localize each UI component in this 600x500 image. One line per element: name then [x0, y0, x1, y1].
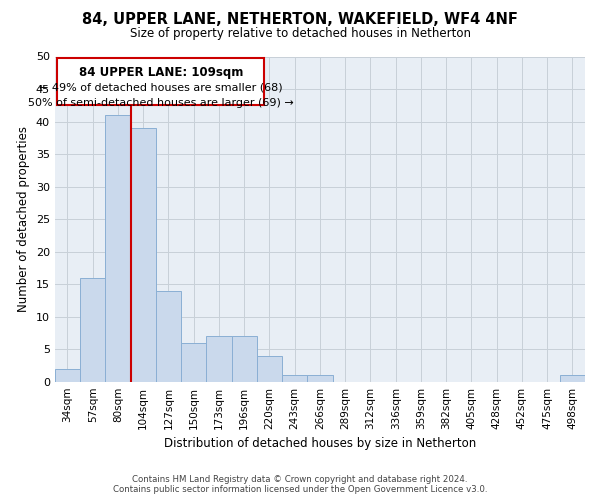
X-axis label: Distribution of detached houses by size in Netherton: Distribution of detached houses by size …: [164, 437, 476, 450]
Bar: [80, 278, 106, 382]
Bar: [307, 375, 332, 382]
Bar: [55, 368, 80, 382]
Y-axis label: Number of detached properties: Number of detached properties: [17, 126, 31, 312]
Text: 50% of semi-detached houses are larger (69) →: 50% of semi-detached houses are larger (…: [28, 98, 294, 108]
Bar: [232, 336, 257, 382]
Bar: [560, 375, 585, 382]
Bar: [181, 342, 206, 382]
Bar: [282, 375, 307, 382]
Bar: [131, 128, 156, 382]
Text: 84 UPPER LANE: 109sqm: 84 UPPER LANE: 109sqm: [79, 66, 243, 78]
Text: 84, UPPER LANE, NETHERTON, WAKEFIELD, WF4 4NF: 84, UPPER LANE, NETHERTON, WAKEFIELD, WF…: [82, 12, 518, 28]
Text: Contains HM Land Registry data © Crown copyright and database right 2024.
Contai: Contains HM Land Registry data © Crown c…: [113, 474, 487, 494]
Text: ← 49% of detached houses are smaller (68): ← 49% of detached houses are smaller (68…: [39, 82, 283, 92]
FancyBboxPatch shape: [58, 58, 265, 106]
Bar: [257, 356, 282, 382]
Text: Size of property relative to detached houses in Netherton: Size of property relative to detached ho…: [130, 28, 470, 40]
Bar: [206, 336, 232, 382]
Bar: [156, 290, 181, 382]
Bar: [106, 115, 131, 382]
